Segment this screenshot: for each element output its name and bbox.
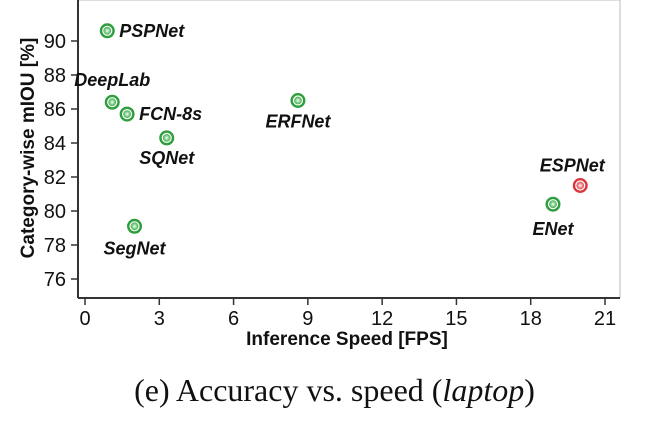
point-highlight	[102, 25, 113, 36]
plot-area	[77, 0, 621, 299]
y-tick-label: 84	[44, 133, 66, 155]
x-tick-label: 6	[228, 308, 239, 330]
point-label: PSPNet	[119, 21, 185, 41]
y-axis-title: Category-wise mIOU [%]	[18, 38, 39, 259]
caption-prefix: (e) Accuracy vs. speed (	[134, 372, 443, 408]
x-tick-label: 12	[371, 308, 393, 330]
data-point-segnet: SegNet	[104, 218, 167, 258]
x-tick-label: 3	[154, 308, 165, 330]
point-highlight	[161, 132, 172, 143]
x-tick-label: 15	[445, 308, 467, 330]
point-highlight	[107, 97, 118, 108]
data-point-espnet: ESPNet	[540, 156, 606, 193]
x-tick-label: 9	[302, 308, 313, 330]
caption-emphasis: laptop	[442, 372, 525, 408]
point-label: ESPNet	[540, 156, 606, 176]
point-label: SegNet	[104, 238, 167, 258]
y-tick-label: 88	[44, 65, 66, 87]
data-point-pspnet: PSPNet	[99, 21, 185, 41]
y-tick-label: 76	[44, 269, 66, 291]
y-tick-label: 78	[44, 235, 66, 257]
data-point-enet: ENet	[532, 196, 575, 239]
y-tick-label: 90	[44, 31, 66, 53]
x-axis-title: Inference Speed [FPS]	[246, 329, 448, 350]
caption-suffix: )	[524, 372, 535, 408]
x-tick-label: 0	[79, 308, 90, 330]
x-tick-label: 18	[520, 308, 542, 330]
data-point-erfnet: ERFNet	[265, 93, 331, 132]
point-highlight	[129, 221, 140, 232]
data-point-sqnet: SQNet	[139, 130, 195, 168]
data-point-fcn-8s: FCN-8s	[119, 104, 202, 124]
point-highlight	[575, 180, 586, 191]
y-tick-label: 80	[44, 201, 66, 223]
y-tick-label: 86	[44, 99, 66, 121]
figure-caption: (e) Accuracy vs. speed (laptop)	[0, 372, 669, 409]
point-highlight	[292, 95, 304, 106]
point-label: SQNet	[139, 148, 195, 168]
point-label: ERFNet	[265, 112, 331, 132]
data-point-deeplab: DeepLab	[74, 70, 150, 110]
point-label: ENet	[532, 219, 574, 239]
y-tick-label: 82	[44, 167, 66, 189]
x-tick-label: 21	[594, 308, 616, 330]
point-label: DeepLab	[74, 70, 150, 90]
point-label: FCN-8s	[139, 104, 202, 124]
point-highlight	[121, 108, 133, 120]
point-highlight	[547, 199, 559, 210]
